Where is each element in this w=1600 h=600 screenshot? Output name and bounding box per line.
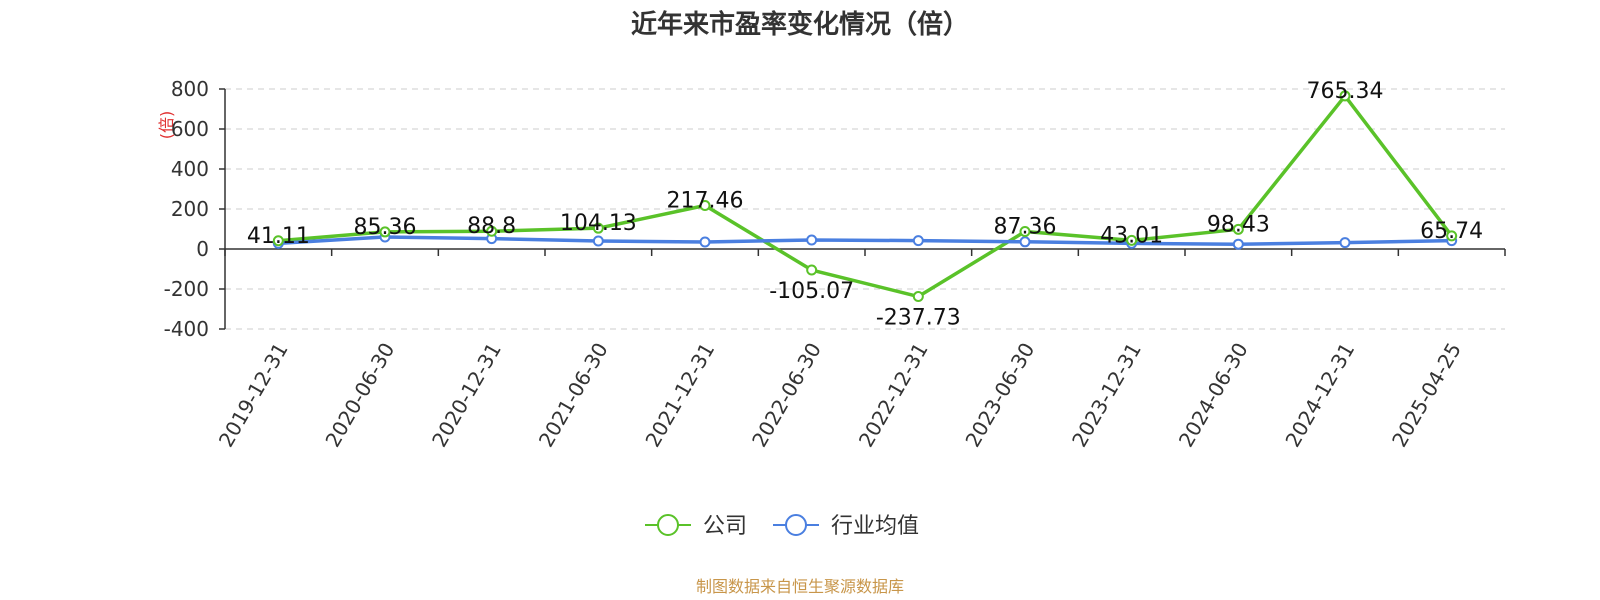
data-point-1 bbox=[592, 235, 604, 247]
data-point-1 bbox=[1019, 236, 1031, 248]
x-tick-label: 2020-12-31 bbox=[427, 338, 506, 451]
data-label: -105.07 bbox=[769, 279, 854, 304]
data-point-1 bbox=[699, 236, 711, 248]
data-label: 765.34 bbox=[1307, 79, 1384, 104]
x-tick-label: 2024-12-31 bbox=[1280, 339, 1359, 452]
y-tick-label: 200 bbox=[171, 197, 209, 221]
x-tick-label: 2022-12-31 bbox=[854, 338, 933, 451]
x-tick-label: 2021-12-31 bbox=[640, 339, 719, 452]
legend-label-1: 行业均值 bbox=[831, 514, 919, 539]
series-points bbox=[272, 90, 1458, 303]
data-label: 85.36 bbox=[354, 215, 417, 240]
y-tick-label: -400 bbox=[164, 317, 209, 341]
grid-lines bbox=[225, 88, 1505, 330]
data-point-0 bbox=[912, 291, 924, 303]
series-line-1 bbox=[278, 235, 1452, 246]
data-label: 43.01 bbox=[1100, 223, 1163, 248]
data-point-1 bbox=[1339, 237, 1351, 249]
series-line-0 bbox=[278, 94, 1454, 299]
y-tick-label: -200 bbox=[164, 277, 209, 301]
axes: -400 -200 0 200 400 600 800 2019-12-31 2020-06-3… bbox=[164, 77, 1506, 452]
x-tick-label: 2021-06-30 bbox=[534, 339, 613, 452]
data-label: 87.36 bbox=[994, 215, 1057, 240]
data-label: -237.73 bbox=[876, 306, 961, 331]
data-point-0 bbox=[699, 200, 711, 212]
x-tick-label: 2025-04-25 bbox=[1387, 339, 1466, 452]
data-label: 98.43 bbox=[1207, 212, 1270, 237]
data-point-0 bbox=[379, 226, 391, 238]
series-lines bbox=[278, 94, 1454, 299]
data-label: 217.46 bbox=[667, 189, 744, 214]
data-point-1 bbox=[1232, 238, 1244, 250]
x-tick-label: 2019-12-31 bbox=[214, 339, 293, 452]
data-point-0 bbox=[1339, 90, 1351, 102]
x-tick-label: 2023-06-30 bbox=[960, 339, 1039, 452]
y-tick-label: 800 bbox=[171, 77, 209, 101]
data-point-0 bbox=[592, 222, 604, 234]
legend: 公司 行业均值 bbox=[645, 514, 919, 539]
legend-marker-0 bbox=[657, 514, 679, 536]
chart-title: 近年来市盈率变化情况（倍） bbox=[631, 9, 969, 40]
data-point-0 bbox=[806, 264, 818, 276]
x-tick-label: 2022-06-30 bbox=[747, 339, 826, 452]
data-point-0 bbox=[1446, 230, 1458, 242]
data-label: 104.13 bbox=[560, 211, 637, 236]
x-tick-label: 2024-06-30 bbox=[1174, 339, 1253, 452]
y-tick-label: 400 bbox=[171, 157, 209, 181]
data-point-1 bbox=[912, 235, 924, 247]
data-labels: 41.11 85.36 88.8 104.13 217.46 -105.07 -237.73… bbox=[247, 79, 1483, 331]
data-label: 88.8 bbox=[467, 214, 516, 239]
data-point-0 bbox=[272, 235, 284, 247]
data-point-1 bbox=[806, 234, 818, 246]
data-point-0 bbox=[1019, 226, 1031, 238]
data-point-0 bbox=[1232, 223, 1244, 235]
data-point-0 bbox=[1126, 234, 1138, 246]
legend-marker-1 bbox=[785, 514, 807, 536]
x-tick-label: 2020-06-30 bbox=[320, 339, 399, 452]
source-note: 制图数据来自恒生聚源数据库 bbox=[696, 577, 904, 596]
x-tick-label: 2023-12-31 bbox=[1067, 339, 1146, 452]
legend-label-0: 公司 bbox=[703, 514, 747, 539]
data-label: 65.74 bbox=[1420, 219, 1483, 244]
y-tick-label: 0 bbox=[196, 237, 209, 261]
data-label: 41.11 bbox=[247, 224, 310, 249]
y-tick-label: 600 bbox=[171, 117, 209, 141]
data-point-0 bbox=[486, 225, 498, 237]
y-axis-label: (倍) bbox=[157, 111, 176, 140]
